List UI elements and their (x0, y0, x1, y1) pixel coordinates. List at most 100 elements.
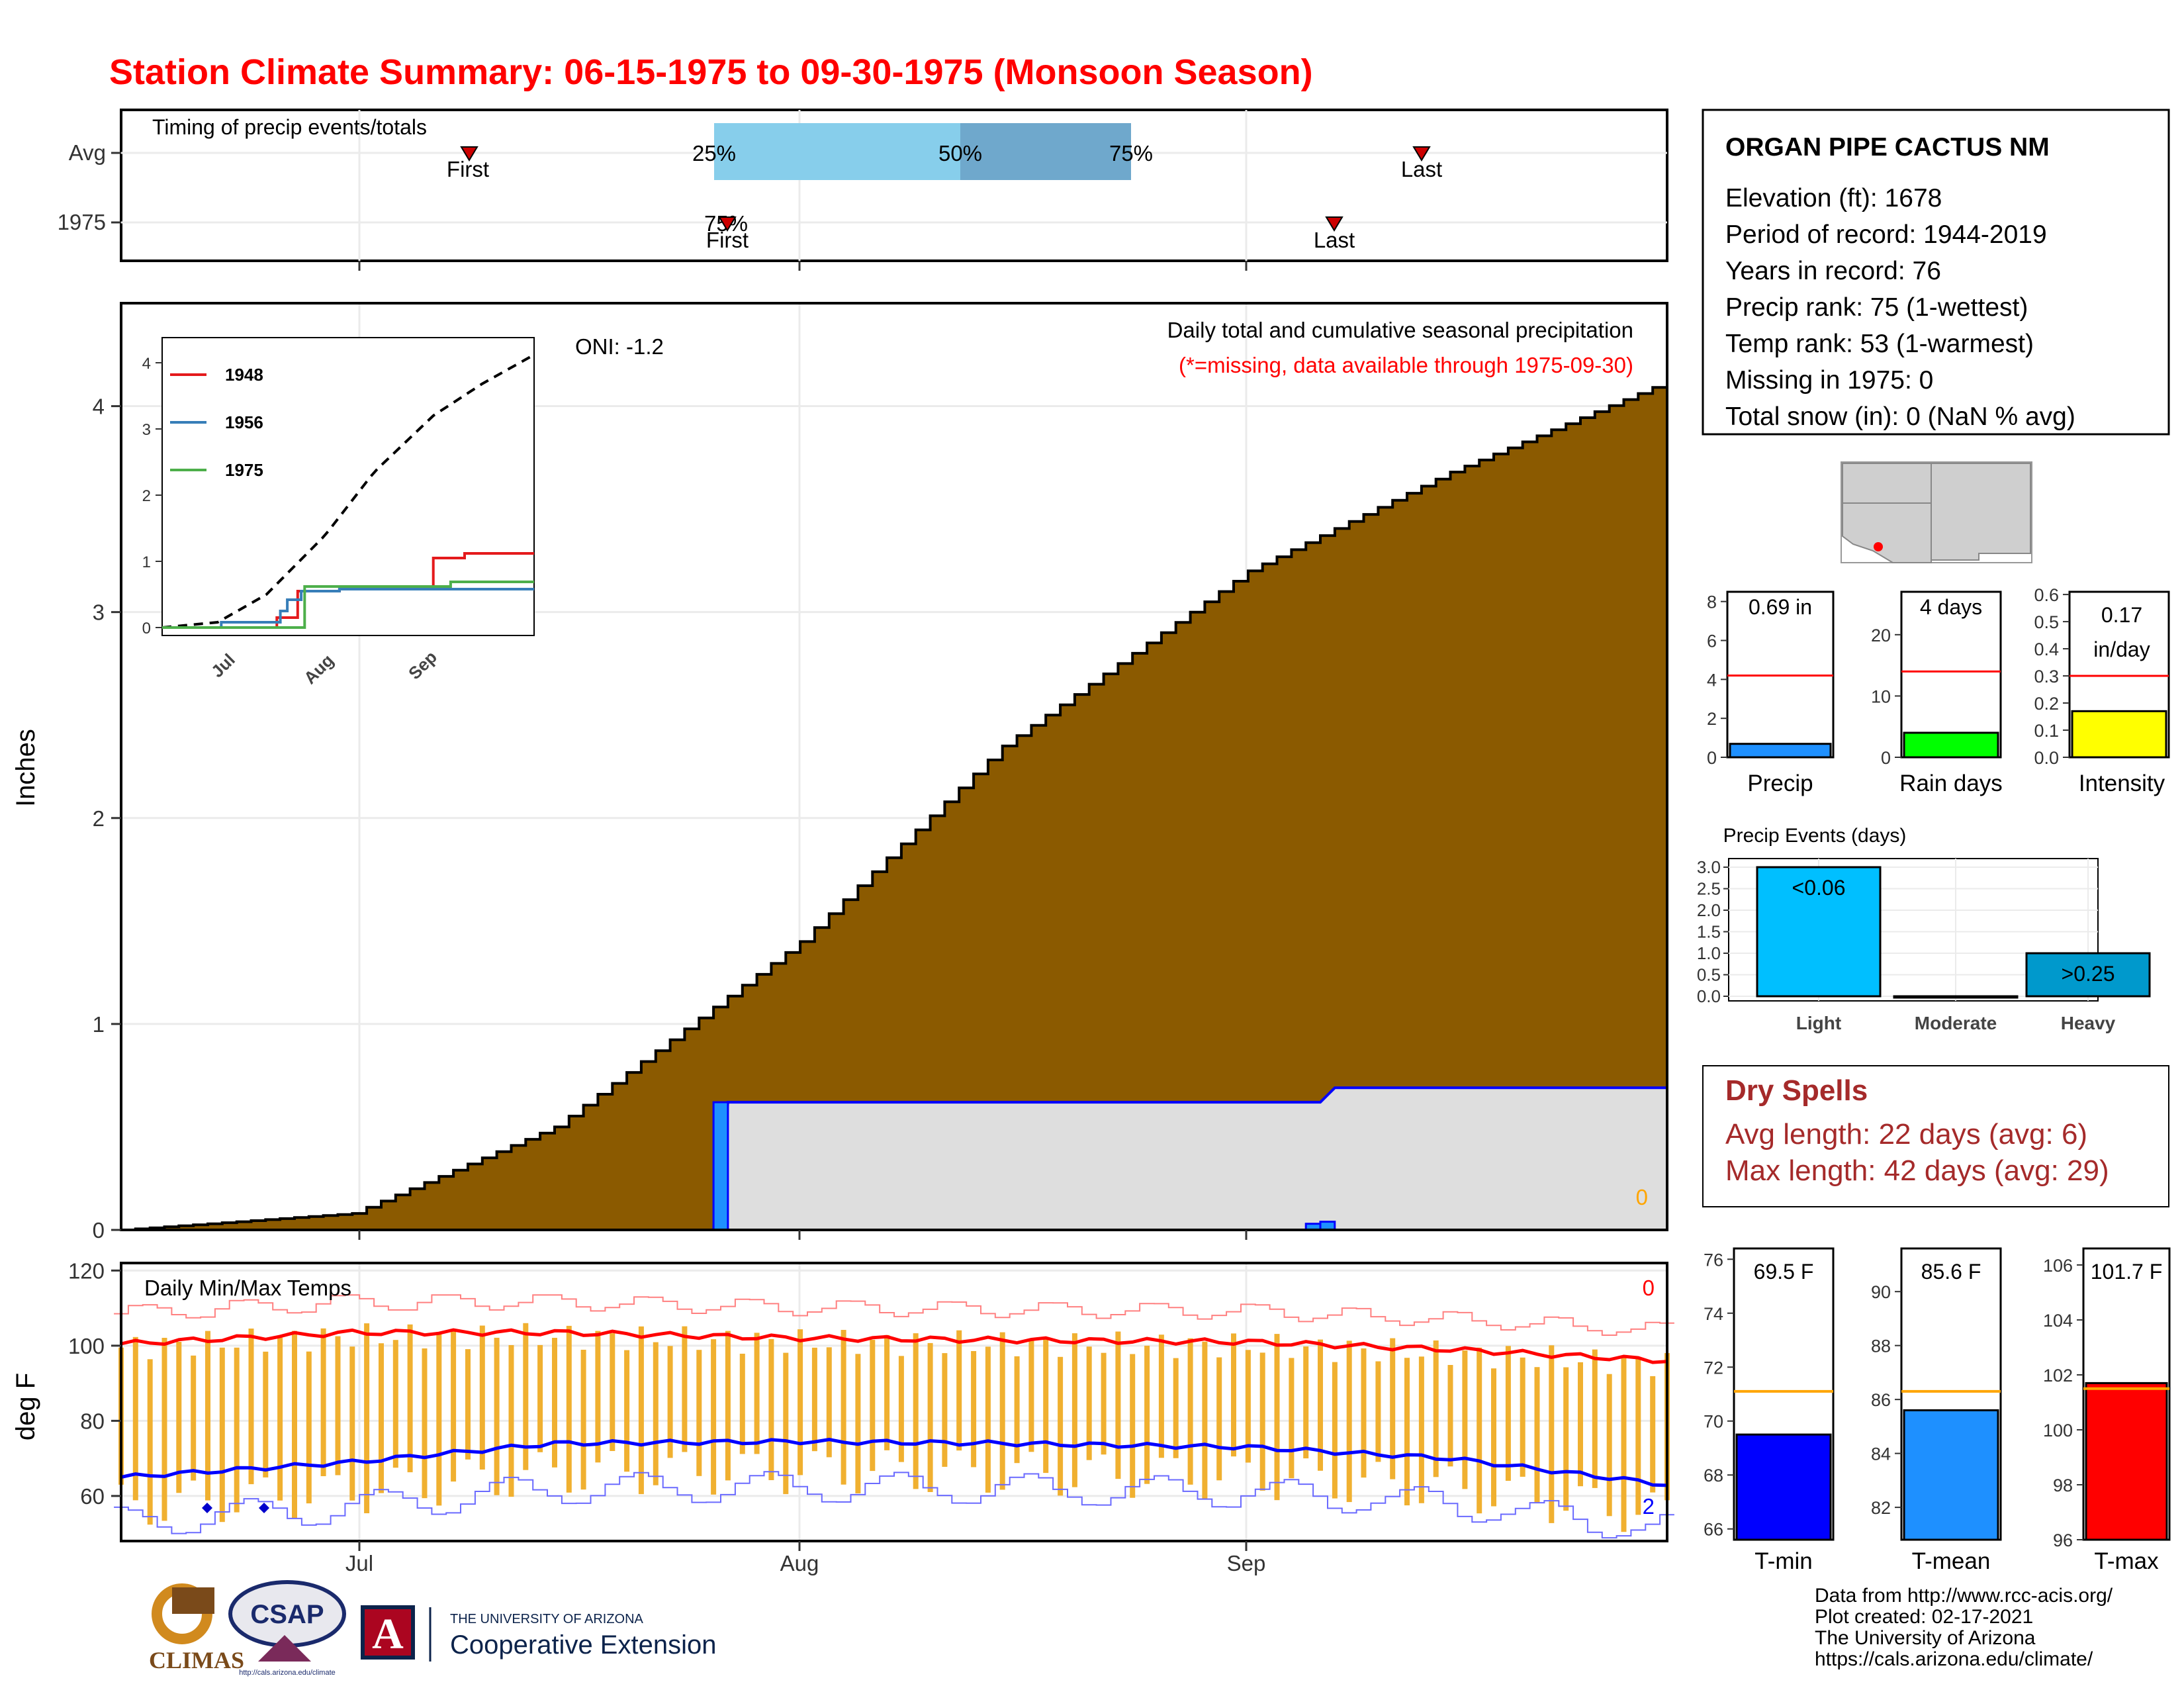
daily-temp-bar (1173, 1358, 1179, 1458)
daily-temp-bar (436, 1332, 442, 1506)
station-temp-rank: Temp rank: 53 (1-warmest) (1725, 330, 2034, 358)
daily-temp-bar (523, 1323, 529, 1470)
daily-temp-bar (1477, 1347, 1482, 1514)
temp-ytick-label: 80 (80, 1409, 105, 1433)
intensity-ytick-label: 0.0 (2034, 748, 2059, 768)
intensity-value-label: 0.17 (2101, 603, 2142, 627)
tmax-ytick-label: 102 (2043, 1366, 2073, 1385)
daily-temp-bar (508, 1345, 514, 1497)
station-period: Period of record: 1944-2019 (1725, 220, 2047, 249)
station-precip-rank: Precip rank: 75 (1-wettest) (1725, 293, 2028, 322)
daily-temp-bar (1650, 1376, 1656, 1493)
precip-value-label: 0.69 in (1749, 595, 1812, 619)
station-elevation: Elevation (ft): 1678 (1725, 184, 1942, 212)
daily-temp-bar (841, 1330, 846, 1485)
tmax-ytick-label: 98 (2053, 1476, 2073, 1495)
events-cat-heavy: Heavy (2061, 1013, 2116, 1033)
timing-panel: Timing of precip events/totals Avg 1975 … (58, 109, 1668, 271)
daily-temp-bar (147, 1359, 153, 1525)
tmax-value-bar (2085, 1382, 2168, 1541)
avg-first-label: First (447, 157, 489, 181)
daily-temp-bar (494, 1337, 500, 1495)
daily-temp-bar (682, 1326, 688, 1452)
daily-temp-bar (971, 1351, 977, 1468)
daily-temp-bar (927, 1342, 933, 1492)
climas-logo: CLIMAS (149, 1583, 244, 1673)
daily-temp-bar (1346, 1340, 1352, 1503)
precip-subtitle: Daily total and cumulative seasonal prec… (1167, 318, 1633, 342)
tmean-box-label: T-mean (1912, 1548, 1991, 1574)
daily-temp-bar (1592, 1349, 1598, 1488)
tmax-ytick-label: 96 (2053, 1530, 2073, 1550)
daily-temp-bar (1086, 1346, 1092, 1460)
avg-max-line (120, 1328, 1668, 1364)
precip-frame (120, 302, 1668, 1231)
daily-temp-bar (364, 1323, 370, 1513)
avg-min-line (120, 1438, 1668, 1487)
tmean-ytick-label: 84 (1871, 1444, 1891, 1464)
csap-url: http://cals.arizona.edu/climate (239, 1669, 336, 1677)
timing-label: Timing of precip events/totals (152, 115, 427, 139)
daily-temp-bar (1635, 1358, 1641, 1515)
intensity-value-bar (2071, 710, 2167, 759)
intensity-ytick-label: 0.5 (2034, 612, 2059, 632)
tmax-ytick-label: 106 (2043, 1256, 2073, 1276)
daily-temp-bar (1375, 1361, 1381, 1462)
precip-panel: 0 1 2 3 4 Inches ONI: -1.2 Daily total and c… (11, 302, 1668, 1243)
events-heavy-label: >0.25 (2062, 962, 2115, 986)
ua-logo-top: THE UNIVERSITY OF ARIZONA (450, 1612, 644, 1626)
daily-temp-bar (1259, 1352, 1265, 1491)
tmean-y-axis: 82 84 86 88 90 (1871, 1282, 1901, 1518)
precip-ytick-label: 0 (1707, 748, 1717, 768)
daily-temp-bar (580, 1350, 586, 1490)
daily-temp-bar (638, 1326, 644, 1495)
daily-temp-bar (407, 1324, 413, 1473)
record-low-count: 2 (1643, 1494, 1655, 1519)
daily-temp-bar (349, 1346, 355, 1501)
daily-temp-bar (1606, 1374, 1612, 1517)
daily-temp-bar (1043, 1338, 1049, 1474)
inset-legend-1956: 1956 (225, 412, 263, 432)
daily-temp-bar (1144, 1345, 1150, 1484)
inset-ytick-label: 2 (142, 487, 151, 505)
precip-ytick-label: 8 (1707, 592, 1717, 612)
daily-temp-bar (1028, 1338, 1034, 1452)
intensity-box-y-axis: 0.0 0.1 0.2 0.3 0.4 0.5 0.6 (2034, 585, 2070, 768)
tmin-ytick-label: 76 (1704, 1250, 1723, 1270)
precip-y-axis: 0 1 2 3 4 (93, 395, 121, 1243)
daily-temp-bar (1447, 1365, 1453, 1467)
daily-temp-bar (1289, 1358, 1295, 1479)
daily-temp-bar (768, 1338, 774, 1480)
ua-block-a-icon (361, 1605, 415, 1660)
climas-mark-icon (172, 1587, 214, 1614)
temp-daily-bars (118, 1323, 1670, 1532)
temp-ytick-label: 60 (80, 1484, 105, 1509)
avg-first-marker (460, 146, 478, 162)
daily-temp-bar (1462, 1350, 1468, 1489)
station-info-box: ORGAN PIPE CACTUS NM Elevation (ft): 167… (1702, 109, 2170, 436)
events-ytick-label: 2.5 (1697, 879, 1721, 899)
daily-temp-bar (191, 1355, 197, 1481)
tmax-y-axis: 96 98 100 102 104 106 (2043, 1256, 2083, 1550)
intensity-ytick-label: 0.4 (2034, 639, 2059, 659)
raindays-box-label: Rain days (1899, 771, 2003, 796)
record-low-marker (202, 1503, 212, 1513)
daily-temp-bar (1563, 1367, 1569, 1511)
tmean-ytick-label: 88 (1871, 1336, 1891, 1356)
daily-temp-bar (566, 1325, 572, 1493)
dry-spells-max: Max length: 42 days (avg: 29) (1725, 1154, 2109, 1187)
daily-temp-bar (985, 1346, 991, 1493)
quartile-25-50-box (714, 123, 960, 180)
csap-logo: CSAP http://cals.arizona.edu/climate (228, 1580, 346, 1677)
daily-temp-bar (263, 1351, 269, 1477)
footer-url: https://cals.arizona.edu/climate/ (1815, 1648, 2093, 1670)
intensity-unit-label: in/day (2093, 637, 2150, 661)
year-last-marker (1325, 216, 1343, 232)
tmin-ytick-label: 74 (1704, 1304, 1723, 1324)
tmax-value-label: 101.7 F (2091, 1260, 2163, 1284)
temp-y-axis: 60 80 100 120 (68, 1258, 121, 1509)
daily-temp-bar (1245, 1350, 1251, 1463)
daily-temp-bar (205, 1331, 210, 1501)
events-light-label: <0.06 (1792, 876, 1846, 900)
